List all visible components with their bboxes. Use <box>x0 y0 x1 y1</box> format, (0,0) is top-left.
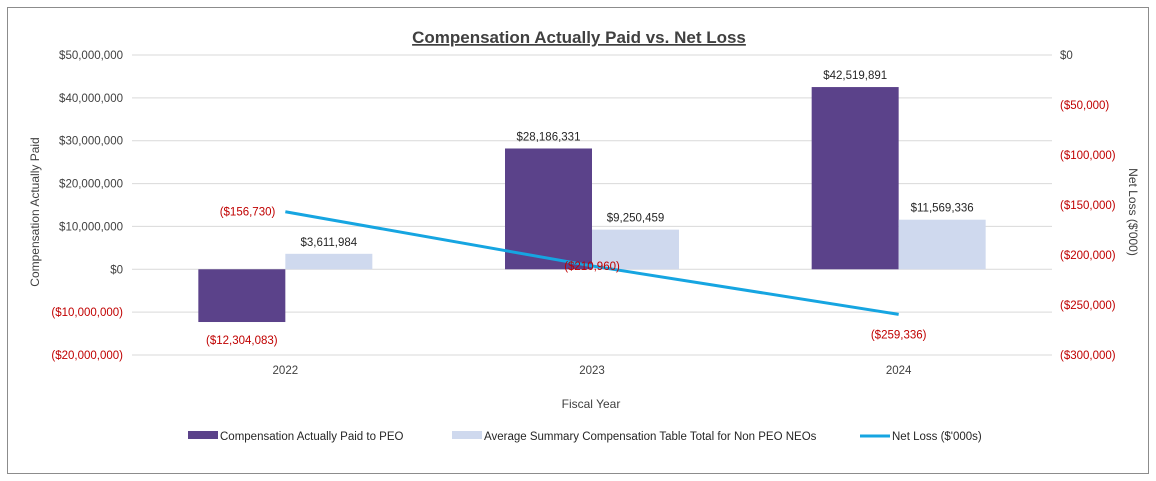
y-tick-label: ($20,000,000) <box>51 350 123 362</box>
y-tick-label: $20,000,000 <box>59 179 123 191</box>
y2-tick-label: ($50,000) <box>1060 100 1109 112</box>
line-data-label: ($259,336) <box>871 329 927 341</box>
y2-tick-label: ($200,000) <box>1060 250 1116 262</box>
y2-tick-label: $0 <box>1060 50 1073 62</box>
line-data-label: ($210,960) <box>564 261 620 273</box>
line-data-label: ($156,730) <box>220 207 276 219</box>
bar-non-peo <box>592 229 679 270</box>
legend-swatch <box>188 431 218 439</box>
y2-axis-title: Net Loss ($'000) <box>1126 168 1140 256</box>
legend-entry-label: Compensation Actually Paid to PEO <box>220 431 404 443</box>
legend: Compensation Actually Paid to PEO Average… <box>188 431 982 443</box>
legend-swatch <box>452 431 482 439</box>
y-tick-label: $30,000,000 <box>59 136 123 148</box>
y2-tick-label: ($250,000) <box>1060 300 1116 312</box>
data-labels: ($12,304,083) $28,186,331 $42,519,891 $3,61… <box>206 70 974 347</box>
y-tick-label: $50,000,000 <box>59 50 123 62</box>
bar-data-label: $3,611,984 <box>300 237 357 249</box>
x-axis-title: Fiscal Year <box>562 397 621 411</box>
bar-data-label: $9,250,459 <box>607 213 665 225</box>
bars <box>198 87 986 323</box>
x-axis-ticks: 2022 2023 2024 <box>273 365 913 377</box>
y-tick-label: $10,000,000 <box>59 221 123 233</box>
bar-non-peo <box>285 253 373 270</box>
bar-peo <box>198 269 286 323</box>
x-tick-label: 2022 <box>273 365 299 377</box>
legend-entry-label: Average Summary Compensation Table Total… <box>484 431 817 443</box>
chart-canvas: Compensation Actually Paid vs. Net Loss … <box>28 28 1140 443</box>
bar-non-peo <box>898 219 986 270</box>
y-axis-title: Compensation Actually Paid <box>28 137 42 286</box>
y-tick-label: $40,000,000 <box>59 93 123 105</box>
y2-tick-label: ($150,000) <box>1060 200 1116 212</box>
x-tick-label: 2024 <box>886 365 912 377</box>
x-tick-label: 2023 <box>579 365 605 377</box>
net-loss-line-layer <box>285 210 899 316</box>
bar-data-label: $28,186,331 <box>517 131 581 143</box>
y2-tick-label: ($100,000) <box>1060 150 1116 162</box>
y-axis-right-ticks: $0 ($50,000) ($100,000) ($150,000) ($200,000… <box>1060 50 1116 362</box>
bar-data-label: $42,519,891 <box>823 70 887 82</box>
net-loss-line <box>285 210 899 316</box>
y-tick-label: $0 <box>110 264 123 276</box>
y-tick-label: ($10,000,000) <box>51 307 123 319</box>
y2-tick-label: ($300,000) <box>1060 350 1116 362</box>
bar-data-label: ($12,304,083) <box>206 335 278 347</box>
chart-frame: Compensation Actually Paid vs. Net Loss … <box>7 7 1149 474</box>
bar-data-label: $11,569,336 <box>911 203 974 215</box>
y-axis-left-ticks: $50,000,000 $40,000,000 $30,000,000 $20,000… <box>51 50 123 362</box>
legend-entry-label: Net Loss ($'000s) <box>892 431 982 443</box>
bar-peo <box>505 148 592 270</box>
chart-title: Compensation Actually Paid vs. Net Loss <box>412 28 746 47</box>
bar-peo <box>811 87 899 270</box>
